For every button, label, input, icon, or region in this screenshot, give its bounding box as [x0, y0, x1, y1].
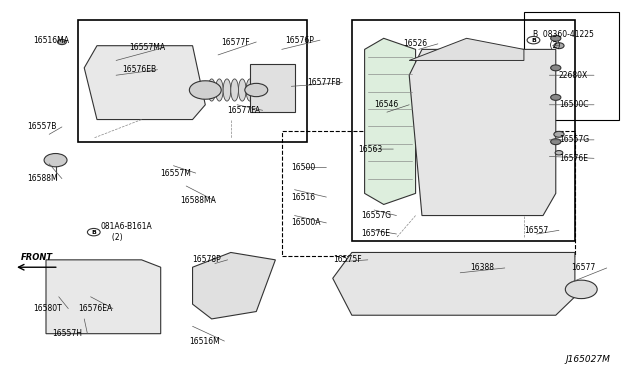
Text: 16557G: 16557G	[362, 211, 392, 220]
Bar	[78, 20, 307, 142]
Text: J165027M: J165027M	[565, 355, 610, 364]
Ellipse shape	[239, 79, 246, 101]
Text: 22680X: 22680X	[559, 71, 588, 80]
Circle shape	[550, 94, 561, 100]
Circle shape	[550, 65, 561, 71]
Text: 16578P: 16578P	[193, 255, 221, 264]
Polygon shape	[46, 260, 161, 334]
Text: 16577FA: 16577FA	[228, 106, 260, 115]
Circle shape	[554, 43, 564, 49]
Text: 16576E: 16576E	[362, 230, 390, 238]
Text: 16516MA: 16516MA	[33, 36, 69, 45]
Text: 081A6-B161A
     (2): 081A6-B161A (2)	[100, 222, 152, 242]
Text: 16577FB: 16577FB	[307, 78, 341, 87]
Bar	[352, 20, 575, 241]
Circle shape	[554, 131, 564, 137]
Circle shape	[245, 83, 268, 97]
Text: 16557G: 16557G	[559, 135, 589, 144]
Circle shape	[44, 154, 67, 167]
Text: 16575F: 16575F	[333, 255, 362, 264]
Text: 16576EB: 16576EB	[122, 65, 157, 74]
Polygon shape	[250, 64, 294, 112]
Text: 16557B: 16557B	[27, 122, 56, 131]
Circle shape	[88, 228, 100, 236]
Text: FRONT: FRONT	[20, 253, 52, 262]
Ellipse shape	[246, 79, 253, 101]
Text: 16576E: 16576E	[559, 154, 588, 163]
Text: 16557H: 16557H	[52, 329, 83, 338]
Circle shape	[527, 36, 540, 44]
Text: 16516M: 16516M	[189, 337, 220, 346]
Text: B: B	[531, 38, 536, 43]
Text: 16516: 16516	[291, 193, 316, 202]
Text: 16388: 16388	[470, 263, 493, 272]
Text: 16588M: 16588M	[27, 174, 58, 183]
Text: B: B	[92, 230, 96, 235]
Text: 16563: 16563	[358, 145, 383, 154]
Text: 16576EA: 16576EA	[78, 304, 112, 313]
Circle shape	[555, 151, 563, 155]
Text: 16500A: 16500A	[291, 218, 321, 227]
Text: B  08360-41225
       (2): B 08360-41225 (2)	[534, 31, 595, 50]
Ellipse shape	[223, 79, 231, 101]
Text: 16546: 16546	[374, 100, 399, 109]
Circle shape	[550, 139, 561, 145]
Ellipse shape	[216, 79, 223, 101]
Text: 16588MA: 16588MA	[180, 196, 216, 205]
Text: 16500: 16500	[291, 163, 316, 172]
Text: 16557: 16557	[524, 226, 548, 235]
Circle shape	[58, 39, 67, 45]
Text: 16580T: 16580T	[33, 304, 62, 313]
Text: 16576P: 16576P	[285, 36, 314, 45]
Text: 16500C: 16500C	[559, 100, 588, 109]
Bar	[524, 13, 620, 119]
Ellipse shape	[231, 79, 239, 101]
Polygon shape	[333, 253, 575, 315]
Text: 16577: 16577	[572, 263, 596, 272]
Ellipse shape	[208, 79, 216, 101]
Text: 16526: 16526	[403, 39, 427, 48]
Circle shape	[550, 35, 561, 41]
Polygon shape	[409, 49, 556, 215]
Polygon shape	[84, 46, 205, 119]
Text: 16557M: 16557M	[161, 169, 191, 177]
Polygon shape	[409, 38, 524, 61]
Polygon shape	[365, 38, 415, 205]
Circle shape	[565, 280, 597, 299]
Polygon shape	[193, 253, 275, 319]
Text: 16557MA: 16557MA	[129, 43, 165, 52]
Text: 16577F: 16577F	[221, 38, 250, 46]
Bar	[282, 131, 575, 256]
Circle shape	[189, 81, 221, 99]
